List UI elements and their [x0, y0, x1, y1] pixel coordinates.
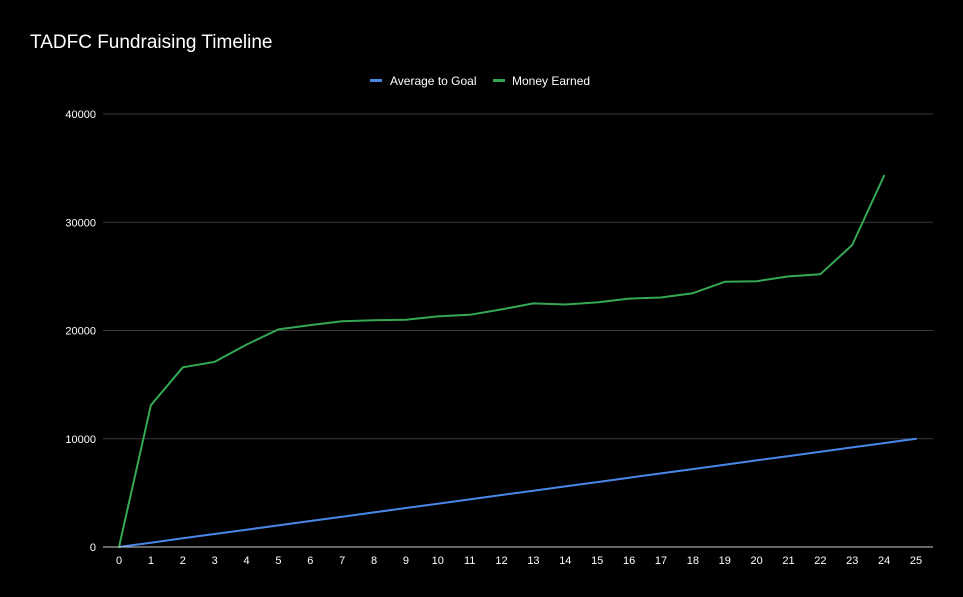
y-tick-label: 20000	[65, 326, 96, 338]
x-tick-label: 7	[339, 555, 345, 567]
x-tick-label: 23	[846, 555, 858, 567]
legend: Average to Goal Money Earned	[370, 74, 590, 88]
legend-label-money-earned: Money Earned	[512, 74, 590, 88]
x-tick-label: 5	[275, 555, 281, 567]
x-tick-label: 15	[591, 555, 603, 567]
y-tick-label: 40000	[65, 109, 96, 121]
x-tick-label: 9	[403, 555, 409, 567]
x-tick-label: 12	[495, 555, 507, 567]
chart-title: TADFC Fundraising Timeline	[30, 32, 273, 53]
x-tick-label: 4	[243, 555, 249, 567]
x-tick-label: 17	[655, 555, 667, 567]
x-tick-label: 19	[719, 555, 731, 567]
legend-label-average-to-goal: Average to Goal	[390, 74, 477, 88]
x-tick-label: 11	[464, 555, 475, 567]
x-tick-label: 16	[623, 555, 635, 567]
x-tick-label: 21	[782, 555, 794, 567]
x-tick-label: 14	[559, 555, 571, 567]
gridlines	[103, 113, 933, 440]
x-tick-label: 10	[432, 555, 444, 567]
x-tick-label: 8	[371, 555, 377, 567]
series-line-average-to-goal	[118, 437, 917, 548]
x-axis-ticks: 0 1 2 3 4 5 6 7 8 9 10 11 12 13 14 15 16 17 18 19 20 21 22 23 24…	[116, 555, 922, 567]
y-tick-label: 30000	[65, 217, 96, 229]
x-tick-label: 1	[148, 555, 154, 567]
x-tick-label: 24	[878, 555, 890, 567]
x-tick-label: 3	[212, 555, 218, 567]
y-axis-ticks: 0 10000 20000 30000 40000	[65, 109, 96, 554]
x-tick-label: 22	[814, 555, 826, 567]
series-lines	[118, 174, 917, 548]
x-tick-label: 6	[307, 555, 313, 567]
x-tick-label: 13	[527, 555, 539, 567]
x-tick-label: 20	[750, 555, 762, 567]
x-tick-label: 0	[116, 555, 122, 567]
y-tick-label: 0	[90, 542, 96, 554]
x-tick-label: 18	[687, 555, 699, 567]
series-line-money-earned	[118, 174, 886, 548]
x-tick-label: 2	[180, 555, 186, 567]
y-tick-label: 10000	[65, 434, 96, 446]
x-tick-label: 25	[910, 555, 922, 567]
